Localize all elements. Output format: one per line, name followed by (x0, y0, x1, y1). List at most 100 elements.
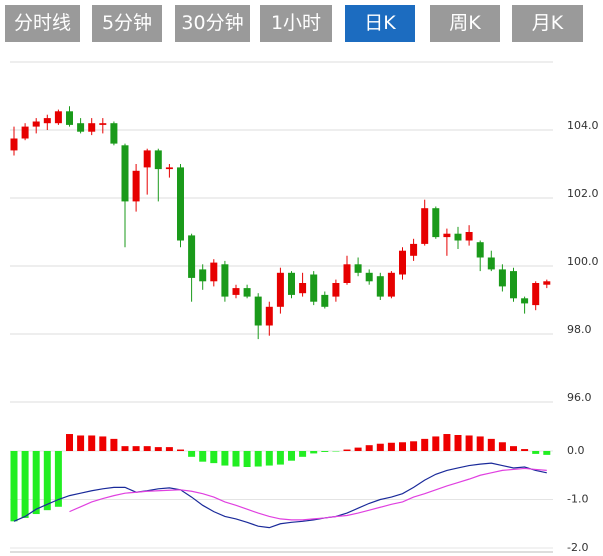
candle-body (387, 272, 395, 297)
y-tick-label: -2.0 (567, 541, 588, 554)
macd-bar (143, 446, 151, 451)
macd-bar (132, 446, 140, 451)
macd-line (13, 462, 547, 529)
candle-body (66, 111, 73, 125)
candle-body (221, 264, 229, 297)
macd-bar (177, 449, 184, 451)
candle-body (310, 274, 318, 302)
macd-bar (110, 438, 118, 451)
tab[interactable]: 5分钟 (92, 5, 162, 42)
macd-bar (221, 451, 229, 466)
candle-body (265, 306, 273, 326)
candle-body (43, 118, 51, 124)
macd-bar (343, 449, 351, 451)
candle-body (154, 150, 162, 170)
macd-bar (232, 451, 240, 467)
candle-body (288, 272, 295, 295)
candle-body (487, 257, 495, 270)
candle-body (465, 232, 473, 241)
candle-body (521, 298, 529, 304)
tab[interactable]: 日K (345, 5, 415, 42)
macd-bar (543, 451, 551, 455)
macd-bar (243, 451, 251, 468)
candle-body (399, 250, 406, 275)
macd-bar (387, 442, 395, 451)
macd-bar (21, 451, 29, 518)
macd-bar (66, 434, 73, 451)
y-tick-label: 102.0 (567, 187, 599, 200)
candle-body (510, 271, 517, 299)
candle-body (365, 272, 373, 282)
candle-body (188, 235, 196, 278)
tab[interactable]: 30分钟 (175, 5, 250, 42)
macd-bar (432, 436, 440, 451)
candle-body (321, 294, 329, 307)
candle-body (476, 242, 484, 258)
macd-bar (465, 435, 473, 451)
macd-bar (443, 434, 451, 451)
candle-body (77, 123, 85, 132)
candle-body (165, 167, 173, 170)
candle-body (243, 288, 251, 297)
macd-bar (376, 443, 384, 451)
tab[interactable]: 周K (430, 5, 500, 42)
candle-body (177, 167, 184, 241)
candle-body (432, 208, 440, 238)
macd-bar (32, 451, 40, 515)
macd-bar (498, 442, 506, 451)
macd-bar (487, 438, 495, 451)
macd-bar (88, 435, 96, 451)
candle-body (543, 281, 551, 285)
candle-body (421, 208, 429, 244)
candle-body (254, 296, 262, 326)
macd-bar (365, 445, 373, 451)
candle-body (88, 123, 96, 132)
tab-bar: 分时线 5分钟 30分钟 1小时 日K 周K 月K (0, 0, 603, 48)
candle-body (354, 264, 362, 273)
candle-body (143, 150, 151, 168)
candle-body (276, 272, 284, 307)
y-tick-label: 104.0 (567, 119, 599, 132)
y-tick-label: 0.0 (567, 444, 585, 457)
macd-bar (410, 441, 418, 451)
macd-bar (476, 436, 484, 451)
macd-bar (99, 436, 107, 451)
tab[interactable]: 1小时 (260, 5, 332, 42)
macd-bar (521, 449, 529, 451)
candle-body (210, 262, 218, 282)
candle-body (10, 138, 18, 151)
tab[interactable]: 月K (512, 5, 583, 42)
macd-bar (154, 447, 162, 451)
y-tick-label: 96.0 (567, 391, 592, 404)
macd-bar (454, 434, 462, 451)
y-tick-label: -1.0 (567, 493, 588, 506)
candle-body (376, 276, 384, 297)
candle-body (332, 283, 340, 297)
candle-body (110, 123, 118, 144)
tab[interactable]: 分时线 (5, 5, 80, 42)
candle-body (299, 283, 307, 294)
candle-body (343, 264, 351, 283)
candle-body (443, 233, 451, 238)
macd-bar (532, 451, 540, 454)
candle-body (132, 170, 140, 202)
macd-bar (77, 435, 85, 451)
candle-body (199, 269, 207, 282)
macd-bar (165, 447, 173, 451)
candle-body (498, 269, 506, 287)
candle-body (121, 145, 129, 202)
macd-bar (10, 451, 18, 522)
candle-body (21, 126, 29, 139)
macd-bar (121, 446, 129, 451)
macd-bar (399, 442, 406, 451)
macd-bar (421, 438, 429, 451)
macd-bar (276, 451, 284, 465)
candle-body (532, 283, 540, 306)
candle-body (54, 111, 62, 124)
macd-bar (265, 451, 273, 466)
candle-body (99, 123, 107, 125)
macd-bar (54, 451, 62, 507)
macd-bar (288, 451, 295, 461)
macd-bar (43, 451, 51, 511)
